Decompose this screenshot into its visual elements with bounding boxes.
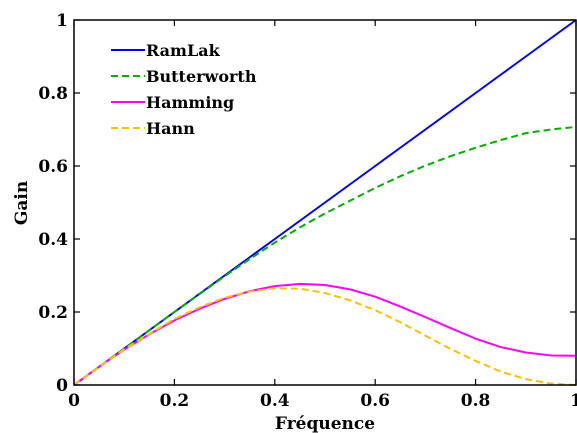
- x-tick-label: 0.6: [360, 391, 390, 411]
- series-line-hann: [73, 287, 577, 386]
- y-tick-label: 0.6: [38, 157, 68, 177]
- x-tick-label: 1: [570, 391, 577, 411]
- x-tick-label: 0.4: [260, 391, 290, 411]
- legend-label-butterworth: Butterworth: [146, 67, 257, 86]
- x-tick-label: 0: [68, 391, 80, 411]
- tick-labels: 0 0.2 0.4 0.6 0.8 1 0 0.2 0.4 0.6 0.8 1: [38, 11, 577, 411]
- plot-lines: [73, 19, 577, 386]
- x-tick-label: 0.2: [160, 391, 190, 411]
- y-tick-label: 0.8: [38, 84, 68, 104]
- y-tick-label: 0.4: [38, 230, 68, 250]
- axes-frame: [73, 19, 577, 386]
- x-tick-label: 0.8: [461, 391, 491, 411]
- legend-label-hann: Hann: [146, 119, 195, 138]
- legend-label-ramlak: RamLak: [146, 41, 221, 60]
- legend: RamLak Butterworth Hamming Hann: [111, 41, 257, 138]
- y-tick-label: 1: [56, 11, 68, 31]
- axis-ticks: [73, 19, 577, 386]
- y-axis-label: Gain: [12, 181, 32, 225]
- y-tick-label: 0.2: [38, 303, 68, 323]
- y-tick-label: 0: [56, 376, 68, 396]
- series-line-butterworth: [73, 125, 577, 386]
- legend-label-hamming: Hamming: [146, 93, 234, 112]
- x-axis-label: Fréquence: [275, 414, 375, 433]
